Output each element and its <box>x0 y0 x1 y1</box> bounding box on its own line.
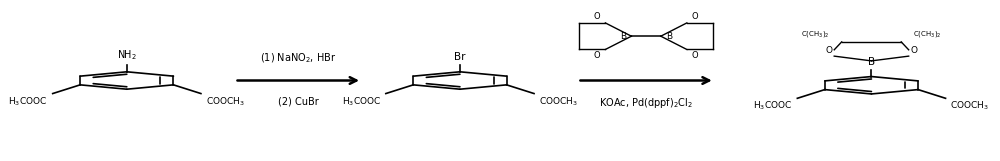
Text: COOCH$_3$: COOCH$_3$ <box>206 95 245 108</box>
Text: H$_3$COOC: H$_3$COOC <box>342 95 381 108</box>
Text: B: B <box>620 32 626 41</box>
Text: O: O <box>826 46 833 55</box>
Text: H$_3$COOC: H$_3$COOC <box>753 100 792 112</box>
Text: B: B <box>666 32 672 41</box>
Text: O: O <box>692 51 698 60</box>
Text: (2) CuBr: (2) CuBr <box>278 96 319 106</box>
Text: O: O <box>594 12 600 21</box>
Text: NH$_2$: NH$_2$ <box>117 48 137 62</box>
Text: Br: Br <box>454 52 466 62</box>
Text: C(CH$_3$)$_2$: C(CH$_3$)$_2$ <box>913 29 942 39</box>
Text: O: O <box>594 51 600 60</box>
Text: O: O <box>692 12 698 21</box>
Text: O: O <box>910 46 917 55</box>
Text: (1) NaNO$_2$, HBr: (1) NaNO$_2$, HBr <box>260 51 336 65</box>
Text: C(CH$_3$)$_2$: C(CH$_3$)$_2$ <box>801 29 830 39</box>
Text: B: B <box>868 57 875 67</box>
Text: KOAc, Pd(dppf)$_2$Cl$_2$: KOAc, Pd(dppf)$_2$Cl$_2$ <box>599 96 693 110</box>
Text: COOCH$_3$: COOCH$_3$ <box>950 100 990 112</box>
Text: COOCH$_3$: COOCH$_3$ <box>539 95 578 108</box>
Text: H$_3$COOC: H$_3$COOC <box>8 95 48 108</box>
